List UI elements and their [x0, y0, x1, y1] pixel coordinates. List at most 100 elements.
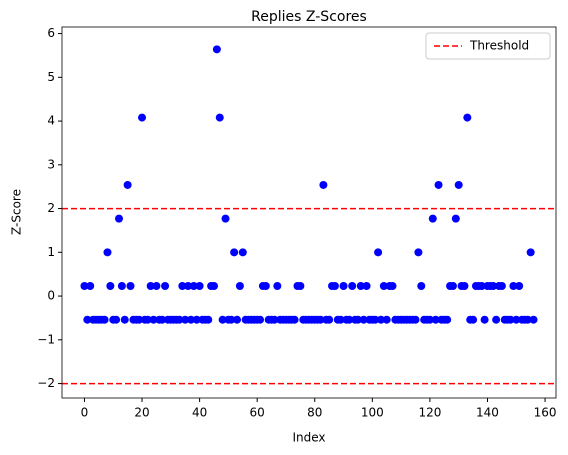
point [339, 282, 348, 290]
point [138, 113, 147, 122]
point [454, 180, 463, 189]
chart-title: Replies Z-Scores [251, 9, 367, 25]
point [215, 113, 224, 122]
point [359, 315, 368, 324]
point [497, 282, 506, 290]
point [348, 282, 357, 290]
point [221, 214, 230, 223]
point [477, 282, 486, 290]
point [120, 315, 129, 324]
point [431, 315, 440, 324]
point [296, 282, 305, 290]
point [135, 315, 144, 324]
point [227, 315, 236, 324]
point [230, 248, 239, 257]
y-tick-label: 4 [47, 114, 55, 128]
legend-label: Threshold [469, 39, 529, 53]
x-tick-label: 80 [307, 406, 322, 420]
point [184, 282, 193, 290]
x-axis-label: Index [292, 431, 325, 445]
point [175, 315, 184, 324]
point [512, 315, 521, 324]
point [115, 214, 123, 223]
point [353, 315, 362, 324]
point [417, 282, 426, 290]
y-tick-label: 5 [47, 70, 55, 84]
point [158, 315, 167, 324]
point [86, 282, 95, 290]
y-axis-label: Z-Score [10, 189, 24, 235]
point [273, 282, 282, 290]
y-tick-label: 3 [47, 157, 55, 171]
y-tick-label: −2 [37, 376, 55, 390]
point [100, 315, 109, 324]
legend-box [425, 32, 551, 60]
point [212, 45, 221, 54]
point [261, 282, 270, 290]
y-tick-label: 6 [47, 26, 55, 40]
point [204, 315, 213, 324]
point [529, 315, 538, 324]
point [112, 315, 121, 324]
x-tick-label: 160 [534, 406, 557, 420]
point [80, 282, 89, 290]
point [376, 315, 385, 324]
point [238, 248, 247, 257]
point [117, 282, 126, 290]
point [143, 315, 152, 324]
point [345, 315, 354, 324]
y-tick-label: −1 [37, 332, 55, 346]
point [210, 282, 218, 290]
point [325, 315, 334, 324]
point [161, 282, 170, 290]
x-tick-label: 0 [81, 406, 89, 420]
point [83, 315, 92, 324]
point [492, 315, 501, 324]
point [270, 315, 279, 324]
point [374, 248, 383, 257]
x-tick-label: 40 [192, 406, 207, 420]
point [316, 315, 325, 324]
point [414, 248, 423, 257]
point [256, 315, 265, 324]
point [195, 282, 204, 290]
point [523, 315, 532, 324]
x-tick-label: 120 [418, 406, 441, 420]
x-tick-label: 140 [476, 406, 499, 420]
point [388, 282, 397, 290]
point [448, 282, 457, 290]
point [149, 315, 158, 324]
y-tick-label: 1 [47, 245, 55, 259]
point [428, 214, 437, 223]
point [233, 315, 242, 324]
point [178, 282, 187, 290]
plot-frame [61, 26, 557, 399]
point [336, 315, 345, 324]
point [330, 282, 339, 290]
point [189, 282, 198, 290]
point [123, 180, 132, 189]
point [371, 315, 380, 324]
point [515, 282, 524, 290]
point [509, 282, 518, 290]
point [218, 315, 227, 324]
point [463, 113, 472, 122]
point [192, 315, 201, 324]
point [106, 282, 115, 290]
point [451, 214, 460, 223]
point [152, 282, 161, 290]
point [290, 315, 299, 324]
point [126, 282, 135, 290]
point [186, 315, 195, 324]
point [356, 282, 365, 290]
point [489, 282, 498, 290]
point [181, 315, 190, 324]
point [362, 282, 371, 290]
y-tick-label: 2 [47, 201, 55, 215]
point [469, 315, 478, 324]
x-tick-label: 60 [250, 406, 265, 420]
point [235, 282, 244, 290]
point [411, 315, 420, 324]
point [319, 180, 328, 189]
